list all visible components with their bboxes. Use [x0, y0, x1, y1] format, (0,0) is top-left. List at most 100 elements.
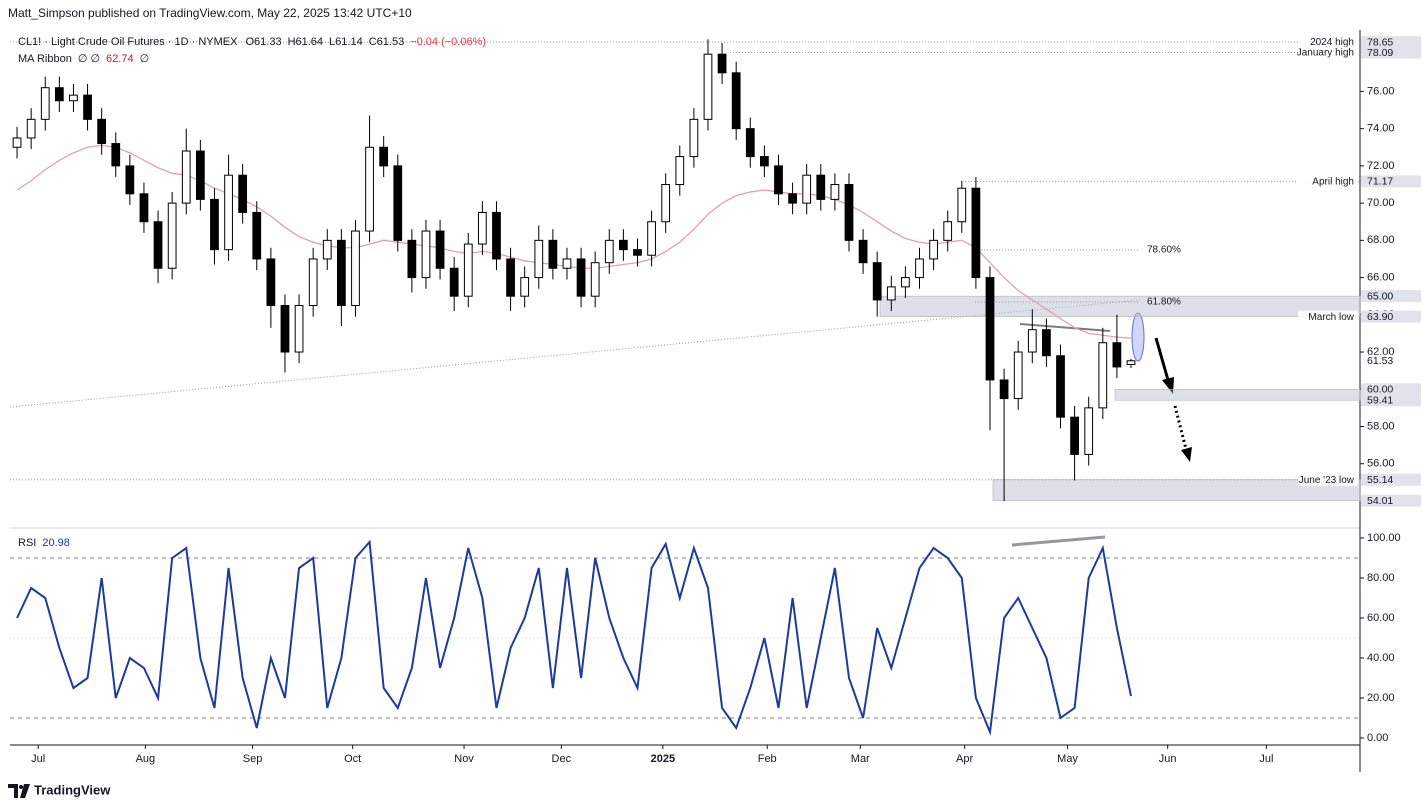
- x-tick-label: Aug: [136, 753, 156, 765]
- level-price-label: 59.41: [1367, 395, 1393, 407]
- change: −0.04 (−0.06%): [410, 36, 486, 48]
- trendline: [9, 299, 1141, 408]
- ohlc-value: 61.64: [296, 36, 324, 48]
- fib-label: 61.80%: [1147, 297, 1181, 308]
- candle-body: [1042, 329, 1051, 357]
- candle-body: [351, 230, 360, 306]
- candle-body: [1070, 416, 1079, 455]
- arrow: [1154, 337, 1174, 394]
- candle-body: [886, 286, 896, 301]
- candle-body: [153, 221, 163, 269]
- x-tick-label: 2025: [651, 753, 675, 765]
- candle-body: [619, 239, 628, 251]
- y-tick-label: 100.00: [1367, 532, 1401, 544]
- level-note: January high: [1297, 48, 1354, 59]
- highlight: [1131, 312, 1145, 362]
- rsi-title: RSI: [18, 537, 36, 549]
- level-price-label: 54.01: [1367, 495, 1393, 507]
- candle-body: [943, 221, 953, 241]
- level-price-box: [1361, 290, 1421, 303]
- candle-body: [111, 143, 121, 167]
- level-note-bg: [1298, 36, 1358, 49]
- candle-body: [1013, 351, 1023, 400]
- footer-brand: TradingView: [34, 782, 111, 797]
- ohlc-value: 61.33: [254, 36, 282, 48]
- level-note-bg: [1298, 175, 1358, 188]
- level-note: June '23 low: [1299, 475, 1355, 486]
- level-price-label: 65.00: [1367, 290, 1393, 302]
- ohlc-value: 61.53: [377, 36, 405, 48]
- candle-body: [421, 230, 431, 279]
- candle-body: [675, 156, 685, 185]
- level-price-box: [1361, 494, 1421, 507]
- candle-body: [844, 183, 854, 241]
- candle-body: [1126, 360, 1136, 365]
- level-price-label: 60.00: [1367, 384, 1393, 396]
- candle-body: [266, 258, 276, 306]
- candle-body: [999, 379, 1009, 400]
- x-tick-label: Dec: [552, 753, 572, 765]
- candle-body: [830, 183, 840, 200]
- rsi-divergence-line: [1011, 535, 1106, 547]
- candle-body: [195, 150, 205, 200]
- candle-body: [1098, 342, 1108, 409]
- candle-body: [929, 239, 938, 260]
- level-price-label: 78.65: [1367, 36, 1393, 48]
- ma-legend: MA Ribbon ∅ ∅ 62.74 ∅: [18, 53, 149, 65]
- candle-body: [717, 53, 727, 74]
- candle-body: [858, 239, 868, 264]
- level-price-label: 55.14: [1367, 474, 1393, 486]
- x-tick-label: Mar: [851, 753, 870, 765]
- level-price-box: [1361, 394, 1421, 407]
- candle-body: [562, 258, 572, 269]
- candle-body: [590, 262, 600, 297]
- candle-body: [576, 258, 586, 297]
- candle-body: [633, 249, 642, 256]
- divergence-line: [1019, 323, 1111, 332]
- level-price-box: [1361, 383, 1421, 396]
- candle-body: [1084, 407, 1094, 455]
- candle-body: [788, 193, 797, 204]
- candle-body: [872, 262, 882, 301]
- candle-body: [774, 165, 783, 195]
- ohlc-key: L: [329, 36, 335, 48]
- y-tick-label: 80.00: [1367, 572, 1395, 584]
- candle-body: [731, 72, 741, 130]
- candle-body: [548, 239, 558, 269]
- candle-body: [477, 211, 487, 245]
- x-tick-label: May: [1057, 753, 1078, 765]
- candle-body: [12, 137, 22, 148]
- ohlc-value: 61.14: [335, 36, 363, 48]
- level-price-label: 71.17: [1367, 176, 1393, 188]
- y-tick-label: 68.00: [1367, 234, 1395, 246]
- y-tick-label: 74.00: [1367, 123, 1395, 135]
- symbol-title: CL1! · Light Crude Oil Futures · 1D · NY…: [18, 36, 238, 48]
- ohlc-key: C: [369, 36, 377, 48]
- candle-body: [210, 198, 219, 251]
- candle-body: [167, 202, 177, 269]
- ma-value: 62.74: [106, 53, 134, 65]
- x-tick-label: Sep: [243, 753, 263, 765]
- candle-body: [40, 87, 50, 120]
- candle-body: [689, 118, 699, 158]
- level-price-box: [1361, 473, 1421, 486]
- candle-body: [985, 277, 995, 381]
- ma-name: MA Ribbon: [18, 53, 72, 65]
- candle-body: [449, 267, 459, 297]
- level-note: 2024 high: [1310, 37, 1354, 48]
- candle-body: [322, 239, 332, 260]
- candle-body: [280, 304, 290, 353]
- candle-body: [971, 187, 981, 279]
- candle-body: [365, 146, 374, 232]
- candle-body: [125, 165, 135, 195]
- y-tick-label: 66.00: [1367, 271, 1395, 283]
- candle-body: [252, 211, 262, 260]
- candle-body: [1112, 342, 1122, 368]
- candle-body: [407, 239, 417, 279]
- level-price-box: [1361, 46, 1421, 59]
- candle-body: [379, 146, 389, 167]
- candle-body: [83, 94, 92, 120]
- y-tick-label: 72.00: [1367, 160, 1395, 172]
- y-tick-label: 70.00: [1367, 197, 1395, 209]
